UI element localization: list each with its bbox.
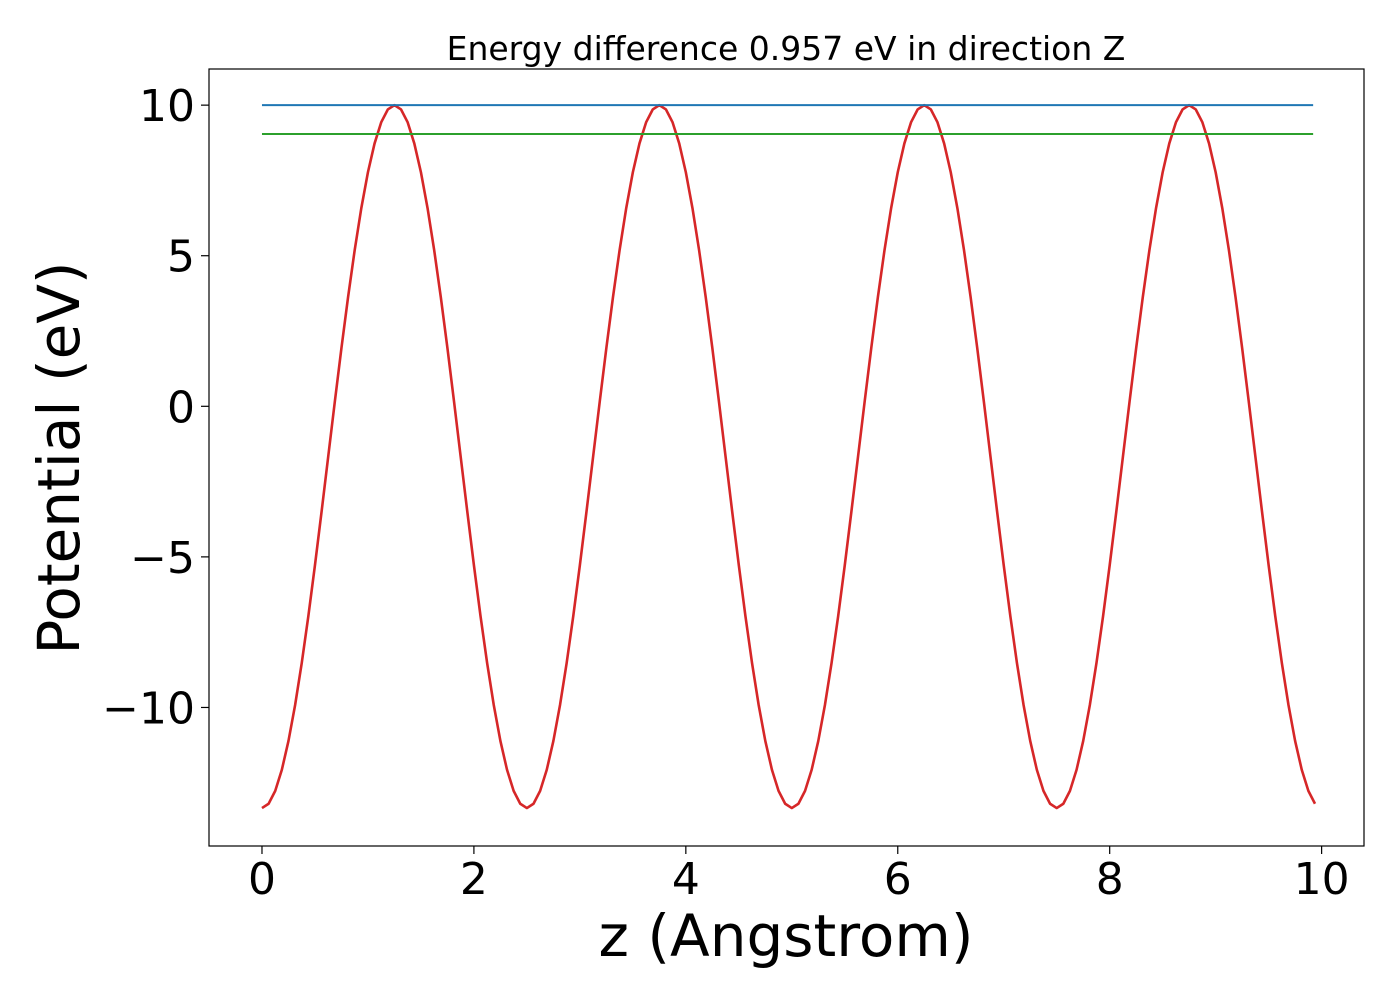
series-layer (261, 103, 1317, 810)
y-axis-ticks: −10 −5 0 5 10 (102, 81, 209, 734)
x-tick-label: 6 (884, 854, 912, 905)
y-tick-label: 10 (139, 81, 195, 132)
y-tick-label: 5 (167, 232, 195, 283)
x-axis-ticks: 0 2 4 6 8 10 (248, 846, 1350, 905)
x-tick-label: 2 (460, 854, 488, 905)
x-tick-label: 8 (1096, 854, 1124, 905)
x-axis-label: z (Angstrom) (599, 902, 974, 970)
chart-title: Energy difference 0.957 eV in direction … (447, 29, 1126, 68)
series-line-0 (261, 103, 1317, 810)
x-tick-label: 0 (248, 854, 276, 905)
y-axis-label: Potential (eV) (25, 261, 93, 654)
x-tick-label: 4 (672, 854, 700, 905)
x-tick-label: 10 (1294, 854, 1350, 905)
plot-frame (208, 68, 1365, 847)
y-tick-label: 0 (167, 382, 195, 433)
y-tick-label: −10 (102, 683, 195, 734)
y-tick-label: −5 (130, 533, 195, 584)
